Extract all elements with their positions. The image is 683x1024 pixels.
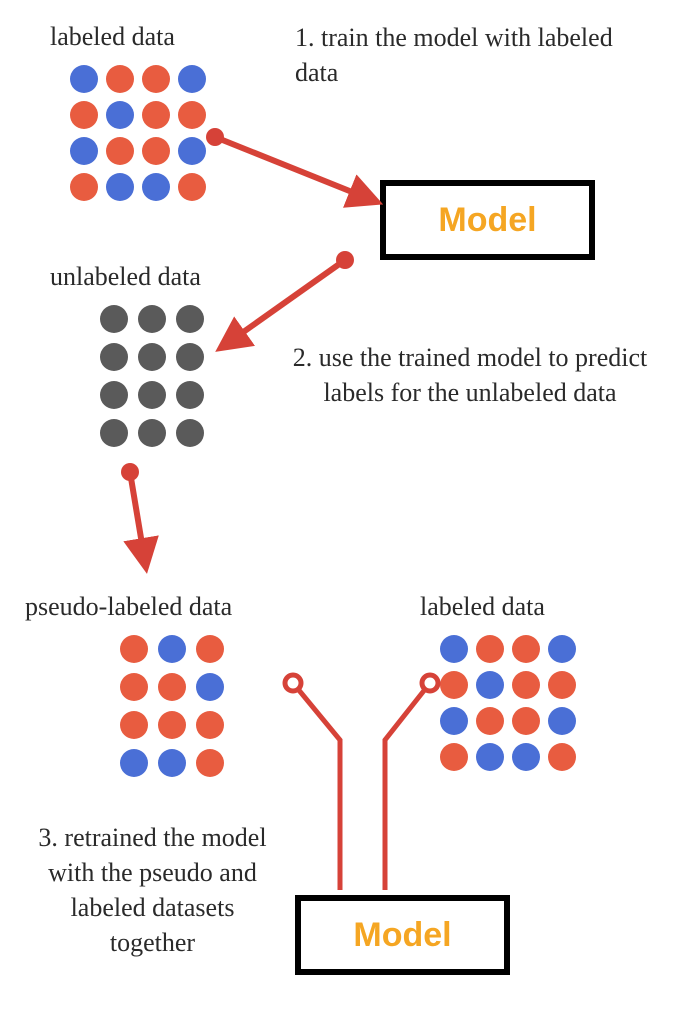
data-point-dot <box>120 635 148 663</box>
data-point-dot <box>176 305 204 333</box>
data-point-dot <box>476 743 504 771</box>
data-point-dot <box>138 305 166 333</box>
data-point-dot <box>476 635 504 663</box>
data-point-dot <box>440 671 468 699</box>
labeled-data-grid-top <box>70 65 206 201</box>
data-point-dot <box>100 419 128 447</box>
data-point-dot <box>196 711 224 739</box>
data-point-dot <box>70 101 98 129</box>
data-point-dot <box>158 749 186 777</box>
labeled-data-label-top: labeled data <box>50 20 175 54</box>
unlabeled-data-grid <box>100 305 204 447</box>
data-point-dot <box>142 137 170 165</box>
data-point-dot <box>100 381 128 409</box>
data-point-dot <box>178 173 206 201</box>
data-point-dot <box>120 673 148 701</box>
data-point-dot <box>548 635 576 663</box>
data-point-dot <box>70 65 98 93</box>
data-point-dot <box>548 707 576 735</box>
data-point-dot <box>476 671 504 699</box>
data-point-dot <box>440 707 468 735</box>
data-point-dot <box>196 673 224 701</box>
pseudo-labeled-data-label: pseudo-labeled data <box>25 590 232 624</box>
data-point-dot <box>142 101 170 129</box>
data-point-dot <box>176 343 204 371</box>
data-point-dot <box>158 673 186 701</box>
data-point-dot <box>106 173 134 201</box>
data-point-dot <box>138 343 166 371</box>
data-point-dot <box>196 635 224 663</box>
data-point-dot <box>178 65 206 93</box>
data-point-dot <box>120 749 148 777</box>
data-point-dot <box>548 743 576 771</box>
data-point-dot <box>548 671 576 699</box>
step-2-text: 2. use the trained model to predict labe… <box>290 340 650 410</box>
data-point-dot <box>138 419 166 447</box>
data-point-dot <box>106 101 134 129</box>
data-point-dot <box>138 381 166 409</box>
data-point-dot <box>106 137 134 165</box>
labeled-data-grid-bottom <box>440 635 576 771</box>
data-point-dot <box>476 707 504 735</box>
data-point-dot <box>196 749 224 777</box>
unlabeled-data-label: unlabeled data <box>50 260 201 294</box>
data-point-dot <box>106 65 134 93</box>
step-1-text: 1. train the model with labeled data <box>295 20 615 90</box>
data-point-dot <box>176 419 204 447</box>
model-label-bottom: Model <box>353 916 451 955</box>
model-box-top: Model <box>380 180 595 260</box>
data-point-dot <box>70 173 98 201</box>
data-point-dot <box>176 381 204 409</box>
data-point-dot <box>100 305 128 333</box>
data-point-dot <box>512 635 540 663</box>
data-point-dot <box>178 101 206 129</box>
data-point-dot <box>512 671 540 699</box>
data-point-dot <box>70 137 98 165</box>
step-3-text: 3. retrained the model with the pseudo a… <box>30 820 275 960</box>
data-point-dot <box>440 743 468 771</box>
data-point-dot <box>142 173 170 201</box>
data-point-dot <box>178 137 206 165</box>
data-point-dot <box>440 635 468 663</box>
data-point-dot <box>120 711 148 739</box>
model-box-bottom: Model <box>295 895 510 975</box>
labeled-data-label-bottom: labeled data <box>420 590 545 624</box>
model-label-top: Model <box>438 201 536 240</box>
data-point-dot <box>158 711 186 739</box>
data-point-dot <box>158 635 186 663</box>
data-point-dot <box>100 343 128 371</box>
data-point-dot <box>512 707 540 735</box>
data-point-dot <box>142 65 170 93</box>
data-point-dot <box>512 743 540 771</box>
pseudo-labeled-data-grid <box>120 635 224 777</box>
